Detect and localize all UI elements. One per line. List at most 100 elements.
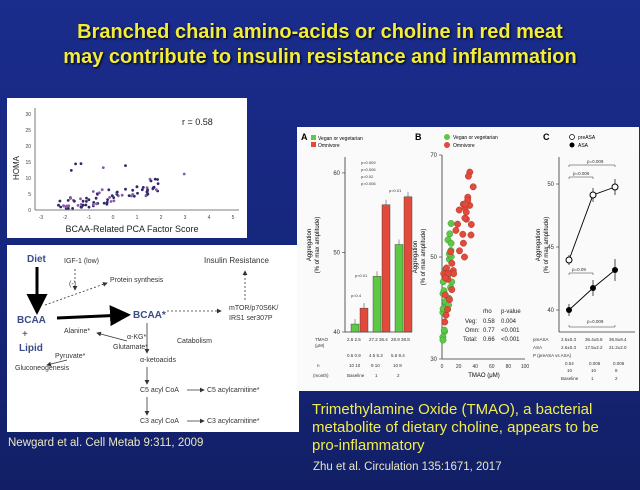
scatter-point (95, 192, 99, 196)
omnivore-point (441, 274, 449, 282)
panel-c-ylabel-2: (% of max amplitude) (544, 217, 550, 274)
pathway-protein-synthesis: Protein synthesis (110, 277, 164, 284)
panel-b-xtick: 20 (456, 364, 462, 370)
scatter-ytick: 20 (25, 144, 31, 150)
vegan-point (440, 326, 448, 334)
omnivore-point (461, 253, 468, 261)
panel-c-pval-bottom-1: p=0.009 (587, 319, 604, 324)
scatter-xtick: 4 (208, 215, 211, 221)
panel-c-ytick: 45 (547, 245, 554, 251)
pathway-gluconeogenesis: Gluconeogenesis (15, 365, 70, 372)
preasa-point-2 (611, 183, 619, 191)
scatter-point (124, 164, 127, 167)
panel-a-pvalue: p=0.006 (361, 167, 376, 172)
legend-asa: ASA (578, 143, 589, 149)
pathway-akg: α-KG* (127, 334, 146, 341)
omnivore-point (448, 286, 456, 294)
scatter-point (124, 187, 127, 191)
pathway-mtor: mTOR/p70S6K/ (229, 305, 278, 312)
panel-a-pvalue: p<0.01 (355, 273, 368, 278)
pathway-c5-coa: C5 acyl CoA (140, 387, 179, 394)
stats-omn-rho: 0.77 (483, 328, 495, 334)
panel-b-xlabel: TMAO (μM) (468, 373, 499, 379)
pathway-irs: IRS1 ser307P (229, 315, 273, 322)
scatter-point (156, 182, 160, 185)
scatter-point (109, 200, 113, 203)
scatter-xtick: 2 (160, 215, 163, 221)
panel-a-tmao-0: 2.6 2.5 (347, 337, 361, 342)
panel-a-month-1: 1 (375, 373, 378, 378)
correlation-label: r = 0.58 (182, 117, 213, 127)
omnivore-point (469, 183, 477, 191)
panel-a-pvalue: p=0.006 (361, 181, 376, 186)
stats-total-group: Total: (463, 337, 478, 343)
pathway-c5-carnitine: C5 acylcarnitine* (207, 387, 260, 394)
stats-total-rho: 0.66 (483, 337, 495, 343)
pathway-insulin-resistance: Insulin Resistance (204, 256, 269, 265)
pathway-diet: Diet (27, 254, 47, 265)
pathway-igf: IGF-1 (low) (64, 258, 99, 265)
scatter-point (59, 205, 63, 209)
scatter-point (140, 188, 144, 192)
panel-b-ytick: 70 (430, 153, 437, 159)
scatter-point (79, 162, 83, 165)
panel-a-tmao-1: 27.2 36.4 (369, 337, 388, 342)
omnivore-point (446, 296, 453, 304)
omnivore-point (441, 291, 449, 299)
scatter-point (132, 194, 136, 198)
scatter-point (141, 186, 145, 189)
pathway-catabolism: Catabolism (177, 338, 212, 345)
panel-b-xtick: 60 (489, 364, 495, 370)
panel-b-ylabel-2: (% of max amplitude) (421, 229, 427, 286)
panel-c-asa-1: 17.5±2.2 (585, 345, 603, 350)
panel-b-ytick: 30 (430, 357, 437, 363)
scatter-point (135, 185, 139, 188)
scatter-point (146, 192, 150, 196)
pathway-ketoacids: α-ketoacids (140, 357, 176, 364)
bar-vegan (394, 244, 404, 333)
panel-a-um-label: (μM) (315, 343, 325, 348)
panel-b-xtick: 100 (521, 364, 530, 370)
scatter-point (131, 193, 135, 196)
panel-b-ytick: 50 (430, 255, 437, 261)
legend-vegan-a: Vegan or vegetarian (318, 136, 363, 142)
panel-c-row-asa: ASA (533, 345, 542, 350)
panel-b-xtick: 80 (506, 364, 512, 370)
omnivore-point (443, 264, 450, 272)
scatter-point (69, 197, 72, 200)
scatter-point (58, 199, 62, 203)
panel-b-xtick: 40 (472, 364, 478, 370)
stats-header-rho: rho (483, 309, 492, 315)
scatter-point (149, 179, 153, 183)
panel-a-pvalue: p=0.01 (389, 188, 402, 193)
panel-c-asa-0: 2.6±0.3 (561, 345, 576, 350)
panel-b-label: B (415, 132, 422, 142)
bar-omnivore (381, 204, 391, 333)
scatter-point (101, 166, 105, 169)
pathway-c3-coa: C3 acyl CoA (140, 418, 179, 425)
panel-c-label: C (543, 132, 550, 142)
omnivore-point (452, 227, 460, 234)
panel-a-ylabel-1: Aggregation (307, 229, 313, 261)
scatter-ytick: 5 (28, 192, 31, 198)
scatter-point (155, 188, 158, 192)
citation-zhu: Zhu et al. Circulation 135:1671, 2017 (313, 461, 502, 473)
scatter-point (71, 207, 74, 210)
omnivore-point (467, 221, 475, 228)
scatter-xtick: -1 (87, 215, 92, 221)
scatter-point (108, 196, 112, 199)
scatter-xtick: -3 (39, 215, 44, 221)
asa-point-0 (566, 307, 572, 313)
panel-c-pval-top-1: p=0.006 (573, 171, 590, 176)
scatter-point (91, 190, 95, 193)
vegan-point (439, 336, 447, 344)
caption-line-2: metabolite of dietary choline, appears t… (312, 419, 599, 436)
scatter-point (79, 205, 83, 209)
omnivore-point (461, 200, 469, 208)
omnivore-point (467, 231, 475, 239)
panel-a-pvalue: p=0.4 (351, 293, 362, 298)
scatter-point (131, 188, 135, 192)
scatter-point (94, 196, 98, 200)
panel-a-n-label: n (317, 363, 320, 368)
scatter-point (91, 203, 95, 206)
